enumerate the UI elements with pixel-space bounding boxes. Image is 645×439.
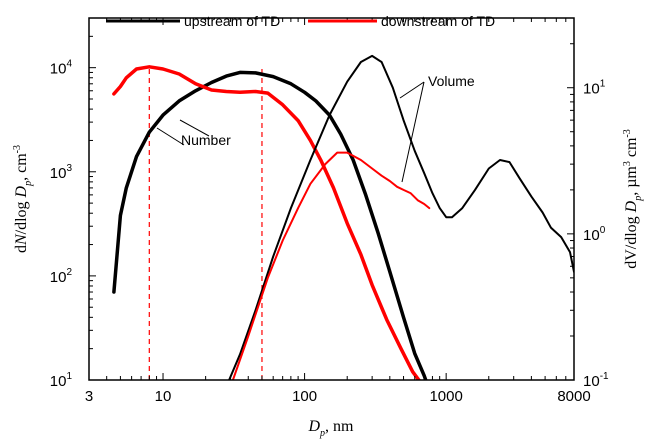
annotation-number-leader-1 — [179, 119, 210, 137]
y2-tick-label: 10-1 — [583, 371, 609, 390]
x-tick-label: 1000 — [429, 388, 462, 405]
x-tick-label: 100 — [292, 388, 317, 405]
legend: upstream of TD downstream of TD — [106, 13, 495, 29]
y-tick-label: 103 — [50, 163, 73, 182]
y2-tick-label: 101 — [583, 79, 606, 98]
x-tick-label: 8000 — [557, 388, 590, 405]
labels-layer: 3 10 100 1000 8000 101 102 103 104 10-1 100 101 — [50, 59, 609, 405]
grid-layer — [148, 66, 263, 380]
x-axis-title: Dp, nm — [307, 418, 354, 439]
annotation-volume-label: Volume — [428, 73, 475, 89]
annotation-volume-leader-1 — [399, 81, 425, 99]
annotation-volume-leader-2 — [401, 81, 425, 183]
series-line-volume-upstream — [228, 54, 574, 380]
annotation-number-leader-2 — [156, 127, 185, 146]
annotation-number: Number — [156, 119, 231, 148]
x-tick-label: 3 — [85, 388, 93, 405]
legend-label-upstream: upstream of TD — [184, 13, 280, 29]
y-tick-label: 102 — [50, 267, 73, 286]
series-line-volume-downstream — [231, 151, 431, 380]
annotation-volume: Volume — [399, 73, 475, 183]
y2-tick-label: 100 — [583, 225, 606, 244]
annotation-number-label: Number — [181, 132, 231, 148]
y2-axis-title: dV/dlog Dp, µm3 cm-3 — [622, 129, 644, 269]
y-tick-label: 101 — [50, 371, 73, 390]
y-tick-label: 104 — [50, 59, 73, 78]
series-line-number-downstream — [112, 65, 422, 380]
legend-label-downstream: downstream of TD — [381, 13, 495, 29]
curves-layer — [112, 54, 574, 380]
ticks-layer — [88, 17, 575, 381]
y-axis-title: dN/dlog Dp, cm-3 — [12, 145, 34, 253]
plot-frame — [88, 17, 575, 381]
series-line-number-upstream — [112, 70, 428, 380]
x-tick-label: 10 — [155, 388, 172, 405]
